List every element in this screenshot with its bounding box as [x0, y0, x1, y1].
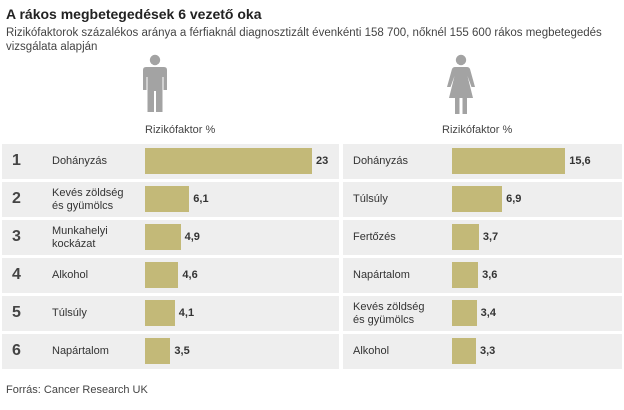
category-label: Fertőzés: [353, 231, 396, 243]
source-note: Forrás: Cancer Research UK: [6, 384, 148, 396]
category-label: Alkohol: [353, 345, 390, 357]
value-label: 3,6: [482, 269, 498, 281]
row-band: [343, 334, 622, 369]
value-label: 3,5: [174, 345, 190, 357]
bar: [452, 300, 477, 326]
category-label: Napártalom: [353, 269, 410, 281]
female-figure-icon: [447, 54, 475, 114]
category-label: Munkahelyi kockázat: [52, 224, 108, 250]
row-band: [343, 296, 622, 331]
category-label: Alkohol: [52, 269, 89, 281]
axis-title-men: Rizikófaktor %: [145, 124, 216, 136]
bar: [452, 148, 566, 174]
male-figure-icon: [143, 54, 167, 112]
rank-number: 4: [12, 266, 21, 283]
rank-number: 2: [12, 190, 21, 207]
row-band: [2, 334, 339, 369]
category-label: Dohányzás: [353, 155, 409, 167]
category-label: Kevés zöldség és gyümölcs: [52, 186, 124, 212]
value-label: 3,4: [480, 307, 496, 319]
bar: [145, 148, 312, 174]
value-label: 23: [316, 155, 329, 167]
bar: [145, 300, 175, 326]
rank-number: 1: [12, 152, 21, 169]
chart-subtitle: Rizikófaktorok százalékos aránya a férfi…: [6, 27, 602, 53]
category-label: Kevés zöldség és gyümölcs: [353, 300, 425, 326]
rank-number: 6: [12, 342, 21, 359]
value-label: 6,1: [193, 193, 209, 205]
bar: [452, 186, 503, 212]
rank-number: 5: [12, 304, 21, 321]
bar: [145, 224, 181, 250]
value-label: 3,7: [482, 231, 499, 243]
value-label: 3,3: [479, 345, 496, 357]
bar: [452, 224, 479, 250]
value-label: 4,9: [184, 231, 200, 243]
rank-number: 3: [12, 228, 21, 245]
value-label: 6,9: [506, 193, 522, 205]
chart-title: A rákos megbetegedések 6 vezető oka: [6, 6, 262, 22]
women-panel: Dohányzás 15,6 Túlsúly 6,9 Fertőzés 3,7 Napárt…: [343, 144, 622, 372]
bar: [145, 338, 171, 364]
row-band: [343, 220, 622, 255]
value-label: 15,6: [569, 155, 591, 167]
category-label: Túlsúly: [353, 193, 388, 205]
category-label: Dohányzás: [52, 155, 108, 167]
category-label: Napártalom: [52, 345, 109, 357]
value-label: 4,6: [182, 269, 198, 281]
category-label: Túlsúly: [52, 307, 87, 319]
axis-title-women: Rizikófaktor %: [442, 124, 513, 136]
value-label: 4,1: [178, 307, 195, 319]
bar: [452, 338, 476, 364]
row-band: [343, 258, 622, 293]
men-panel: 1 Dohányzás 23 2 Kevés zöldség és gyümölcs 6,…: [2, 144, 339, 372]
bar: [145, 186, 190, 212]
bar: [145, 262, 179, 288]
bar: [452, 262, 479, 288]
